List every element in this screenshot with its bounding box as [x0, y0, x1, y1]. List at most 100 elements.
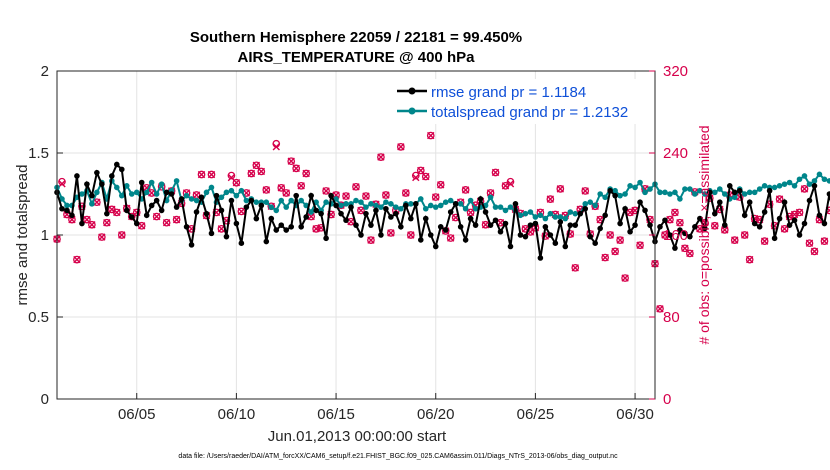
- obs-assimilated-point: [745, 255, 754, 264]
- y-right-tick-label: 160: [663, 227, 688, 244]
- rmse-point: [183, 224, 190, 230]
- totalspread-point: [712, 189, 718, 196]
- obs-possible-point: [287, 157, 296, 166]
- totalspread-point: [408, 201, 414, 207]
- totalspread-point: [472, 205, 479, 212]
- obs-assimilated-point: [342, 192, 350, 200]
- obs-assimilated-point: [601, 253, 609, 262]
- totalspread-point: [702, 191, 708, 197]
- totalspread-point: [158, 181, 165, 187]
- rmse-point: [59, 205, 65, 212]
- obs-assimilated-point: [676, 219, 684, 227]
- rmse-point: [622, 205, 628, 212]
- rmse-point: [153, 197, 160, 204]
- obs-assimilated-point: [162, 219, 171, 227]
- totalspread-point: [59, 196, 65, 202]
- obs-possible-point: [357, 206, 365, 215]
- rmse-point: [627, 228, 633, 235]
- rmse-point: [751, 220, 758, 227]
- rmse-point: [328, 192, 334, 199]
- totalspread-point: [527, 209, 534, 215]
- rmse-point: [238, 240, 245, 246]
- rmse-point: [393, 210, 399, 217]
- obs-possible-point: [396, 143, 405, 151]
- obs-assimilated-point: [422, 172, 430, 181]
- obs-possible-point: [616, 236, 624, 244]
- obs-assimilated-point: [397, 143, 405, 151]
- rmse-point: [741, 212, 748, 219]
- rmse-point: [642, 207, 648, 214]
- obs-possible-point: [676, 218, 684, 227]
- obs-possible-point: [152, 212, 161, 221]
- rmse-point: [667, 232, 673, 238]
- rmse-point: [632, 222, 638, 228]
- x-tick-label: 06/25: [517, 406, 555, 423]
- obs-assimilated-point: [118, 231, 126, 239]
- obs-possible-point: [88, 220, 96, 229]
- obs-assimilated-point: [775, 195, 784, 203]
- rmse-point: [114, 161, 120, 168]
- y-axis-label: rmse and totalspread: [14, 165, 31, 306]
- obs-possible-point: [73, 255, 81, 264]
- totalspread-point: [796, 176, 803, 183]
- legend: rmse grand pr = 1.1184 totalspread grand…: [391, 79, 650, 124]
- obs-assimilated-point: [252, 161, 261, 169]
- totalspread-point: [223, 189, 230, 196]
- rmse-point: [138, 179, 145, 186]
- totalspread-point: [721, 191, 728, 197]
- rmse-point: [607, 187, 613, 194]
- obs-assimilated-point: [581, 187, 589, 195]
- rmse-point: [497, 228, 504, 235]
- totalspread-point: [672, 189, 678, 196]
- obs-possible-point: [282, 189, 291, 197]
- obs-assimilated-point: [417, 166, 425, 175]
- obs-possible-point: [382, 191, 390, 199]
- y-right-tick-label: 0: [663, 391, 671, 408]
- obs-assimilated-point: [731, 236, 739, 244]
- obs-assimilated-point: [357, 206, 365, 215]
- obs-assimilated-point: [362, 192, 370, 200]
- rmse-point: [213, 192, 220, 199]
- totalspread-point: [442, 199, 449, 205]
- totalspread-point: [128, 191, 135, 197]
- totalspread-point: [94, 189, 100, 196]
- chart-title: Southern Hemisphere 22059 / 22181 = 99.4…: [190, 29, 522, 46]
- obs-possible-point: [556, 185, 565, 193]
- obs-assimilated-point: [147, 189, 156, 197]
- totalspread-point: [183, 192, 190, 199]
- rmse-point: [602, 212, 608, 219]
- rmse-point: [532, 220, 539, 227]
- totalspread-point: [497, 204, 504, 210]
- totalspread-point: [437, 202, 444, 209]
- obs-possible-point: [197, 170, 206, 179]
- obs-possible-point: [571, 263, 580, 272]
- obs-assimilated-point: [491, 168, 500, 177]
- rmse-point: [158, 207, 165, 214]
- obs-possible-point: [102, 218, 111, 227]
- rmse-point: [308, 192, 314, 199]
- obs-assimilated-point: [257, 167, 266, 176]
- totalspread-point: [816, 171, 823, 178]
- obs-possible-point: [461, 186, 470, 194]
- obs-assimilated-point: [262, 186, 270, 194]
- rmse-point: [487, 222, 494, 228]
- rmse-point: [343, 217, 349, 224]
- rmse-point: [323, 235, 329, 242]
- totalspread-point: [761, 183, 768, 189]
- obs-possible-point: [611, 247, 619, 256]
- totalspread-point: [398, 205, 404, 212]
- totalspread-point: [667, 191, 673, 197]
- y-tick-label: 1: [41, 227, 49, 244]
- obs-assimilated-point: [686, 249, 694, 258]
- obs-assimilated-point: [307, 212, 315, 221]
- obs-assimilated-point: [696, 225, 704, 233]
- totalspread-point: [288, 197, 295, 204]
- y-tick-label: 0: [41, 391, 49, 408]
- totalspread-point: [427, 202, 434, 209]
- totalspread-point: [243, 197, 250, 204]
- y-axis-right-label: # of obs: o=possible; ×=assimilated: [696, 125, 712, 344]
- totalspread-point: [657, 189, 663, 196]
- obs-assimilated-point: [741, 231, 749, 239]
- rmse-point: [786, 222, 793, 228]
